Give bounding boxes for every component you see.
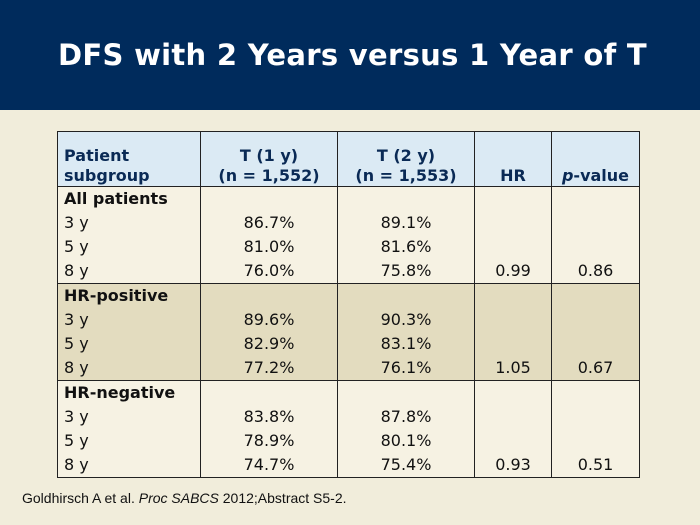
group-title: All patients	[64, 189, 168, 208]
citation: Goldhirsch A et al. Proc SABCS 2012;Abst…	[22, 490, 347, 506]
header-patient-subgroup: Patient subgroup	[57, 131, 201, 187]
p-value: 0.67	[551, 283, 640, 381]
hr-value: 0.93	[474, 380, 552, 478]
table-row: HR-positive 3 y 5 y 8 y 89.6% 82.9% 77.2…	[57, 283, 640, 381]
table-header-row: Patient subgroup T (1 y) (n = 1,552) T (…	[57, 131, 640, 187]
p-value: 0.51	[551, 380, 640, 478]
hr-value: 0.99	[474, 186, 552, 284]
dfs-table: Patient subgroup T (1 y) (n = 1,552) T (…	[57, 131, 640, 478]
group-all-patients: All patients 3 y 5 y 8 y 86.7% 81.0% 76.…	[57, 186, 640, 284]
table-row: All patients 3 y 5 y 8 y 86.7% 81.0% 76.…	[57, 186, 640, 284]
group-hr-negative: HR-negative 3 y 5 y 8 y 83.8% 78.9% 74.7…	[57, 380, 640, 478]
group-title: HR-positive	[64, 286, 169, 305]
header-t-2y: T (2 y) (n = 1,553)	[337, 131, 475, 187]
header-t-1y: T (1 y) (n = 1,552)	[200, 131, 338, 187]
table-row: HR-negative 3 y 5 y 8 y 83.8% 78.9% 74.7…	[57, 380, 640, 478]
p-value: 0.86	[551, 186, 640, 284]
title-bar: DFS with 2 Years versus 1 Year of T	[0, 0, 700, 110]
group-hr-positive: HR-positive 3 y 5 y 8 y 89.6% 82.9% 77.2…	[57, 283, 640, 381]
hr-value: 1.05	[474, 283, 552, 381]
slide-title: DFS with 2 Years versus 1 Year of T	[58, 38, 648, 72]
group-title: HR-negative	[64, 383, 176, 402]
header-hr: HR	[474, 131, 552, 187]
header-p-value: p-value	[551, 131, 640, 187]
